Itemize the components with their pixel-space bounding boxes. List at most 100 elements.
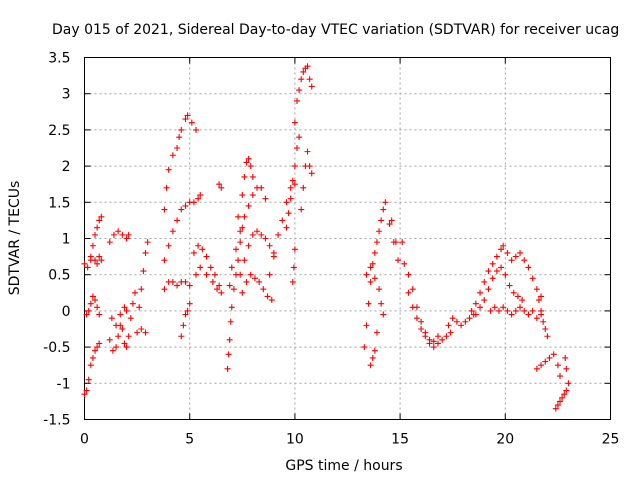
data-point bbox=[376, 228, 383, 235]
series-arc-6 bbox=[106, 289, 138, 354]
data-point bbox=[89, 293, 96, 300]
data-point bbox=[361, 344, 368, 351]
data-point bbox=[193, 126, 200, 133]
data-point bbox=[392, 239, 399, 246]
data-point bbox=[363, 271, 370, 278]
data-point bbox=[502, 271, 509, 278]
data-point bbox=[550, 351, 557, 358]
y-tick-label: -0.5 bbox=[43, 340, 70, 356]
data-point bbox=[535, 297, 542, 304]
x-tick-label: 20 bbox=[496, 432, 514, 448]
series-arc-18 bbox=[226, 192, 256, 289]
data-point bbox=[394, 257, 401, 264]
data-point bbox=[228, 304, 235, 311]
data-point bbox=[258, 231, 265, 238]
data-point bbox=[519, 297, 526, 304]
data-point bbox=[542, 358, 549, 365]
data-point bbox=[409, 286, 416, 293]
series-arc-32 bbox=[405, 289, 454, 351]
data-point bbox=[544, 333, 551, 340]
series-arc-27 bbox=[361, 199, 389, 351]
data-point bbox=[365, 300, 372, 307]
data-point bbox=[554, 362, 561, 369]
data-point bbox=[285, 210, 292, 217]
data-point bbox=[197, 192, 204, 199]
data-point bbox=[123, 235, 130, 242]
data-point bbox=[296, 134, 303, 141]
data-point bbox=[298, 76, 305, 83]
axis-ticks bbox=[84, 57, 611, 420]
data-point bbox=[283, 224, 290, 231]
data-point bbox=[113, 344, 120, 351]
data-point bbox=[161, 286, 168, 293]
data-point bbox=[529, 275, 536, 282]
data-point bbox=[291, 246, 298, 253]
data-point bbox=[363, 322, 370, 329]
series-arc-14 bbox=[190, 242, 225, 296]
data-point bbox=[247, 163, 254, 170]
data-point bbox=[462, 318, 469, 325]
data-point bbox=[405, 271, 412, 278]
data-point bbox=[458, 322, 465, 329]
data-point bbox=[98, 257, 105, 264]
data-point bbox=[211, 271, 218, 278]
data-point bbox=[453, 318, 460, 325]
data-point bbox=[413, 315, 420, 322]
data-point bbox=[237, 239, 244, 246]
data-point bbox=[182, 278, 189, 285]
x-axis-label: GPS time / hours bbox=[285, 458, 402, 474]
data-point bbox=[481, 297, 488, 304]
data-point bbox=[563, 365, 570, 372]
series-arc-7 bbox=[108, 304, 130, 329]
data-point bbox=[565, 380, 572, 387]
data-point bbox=[197, 264, 204, 271]
data-point bbox=[291, 163, 298, 170]
data-point bbox=[430, 338, 437, 345]
data-point bbox=[563, 387, 570, 394]
data-point bbox=[283, 199, 290, 206]
y-tick-label: -1 bbox=[57, 376, 71, 392]
data-point bbox=[182, 202, 189, 209]
data-point bbox=[304, 63, 311, 70]
y-tick-label: 2 bbox=[62, 159, 71, 175]
series-arc-3 bbox=[81, 340, 103, 398]
data-point bbox=[92, 231, 99, 238]
data-point bbox=[109, 347, 116, 354]
data-point bbox=[380, 311, 387, 318]
data-point bbox=[538, 311, 545, 318]
data-point bbox=[232, 246, 239, 253]
data-point bbox=[247, 271, 254, 278]
data-point bbox=[184, 307, 191, 314]
data-point bbox=[186, 282, 193, 289]
data-point bbox=[268, 297, 275, 304]
data-point bbox=[399, 239, 406, 246]
data-point bbox=[262, 195, 269, 202]
data-point bbox=[386, 221, 393, 228]
data-point bbox=[279, 217, 286, 224]
data-point bbox=[178, 126, 185, 133]
x-tick-labels: 0 5 10 15 20 25 bbox=[80, 432, 619, 448]
data-point bbox=[472, 300, 479, 307]
data-point bbox=[161, 257, 168, 264]
data-point bbox=[487, 307, 494, 314]
data-point bbox=[291, 119, 298, 126]
data-point bbox=[235, 213, 242, 220]
data-point bbox=[249, 192, 256, 199]
data-point bbox=[504, 249, 511, 256]
y-tick-label: 0.5 bbox=[48, 268, 70, 284]
data-point bbox=[559, 394, 566, 401]
series-arc-19 bbox=[235, 155, 269, 220]
data-point bbox=[489, 260, 496, 267]
data-point bbox=[405, 289, 412, 296]
y-tick-label: -1.5 bbox=[43, 413, 70, 429]
series-arc-33 bbox=[401, 260, 441, 345]
data-point bbox=[134, 329, 141, 336]
data-point bbox=[270, 253, 277, 260]
data-point bbox=[521, 257, 528, 264]
data-point bbox=[546, 354, 553, 361]
data-point bbox=[367, 264, 374, 271]
data-point bbox=[176, 134, 183, 141]
data-point bbox=[106, 336, 113, 343]
series-arc-4 bbox=[87, 213, 105, 264]
